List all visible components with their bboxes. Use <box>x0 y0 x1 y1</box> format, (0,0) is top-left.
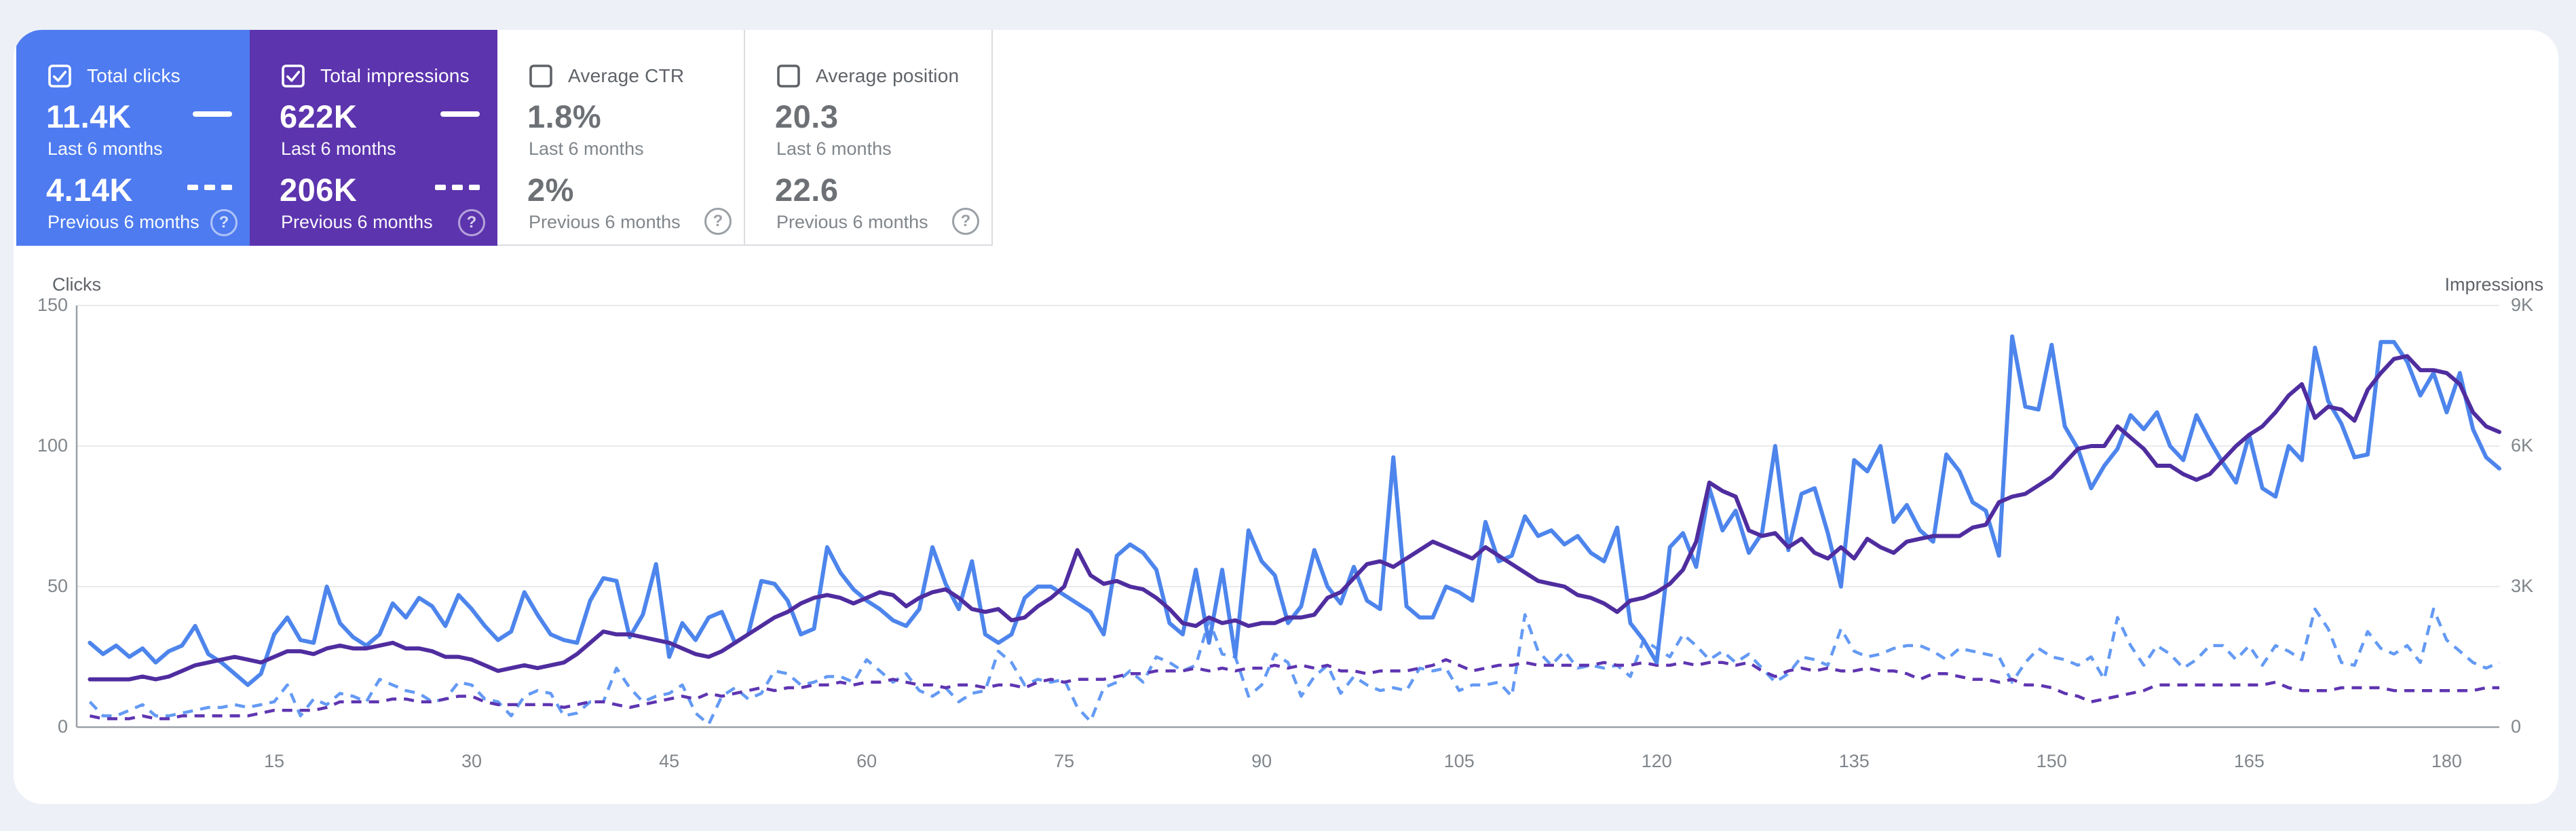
card-label: Average CTR <box>568 65 685 86</box>
series-impressions-previous <box>89 658 2499 720</box>
metric-card-total-clicks[interactable]: Total clicks 11.4K Last 6 months 4.14K P… <box>16 30 250 246</box>
dashed-line-legend-icon <box>435 185 480 190</box>
left-axis-title: Clicks <box>52 274 101 295</box>
help-icon[interactable]: ? <box>210 209 238 236</box>
metric-value-current: 622K <box>280 98 358 134</box>
x-tick: 45 <box>659 751 680 771</box>
x-tick: 105 <box>1443 751 1475 771</box>
metric-value-current: 11.4K <box>46 98 132 134</box>
y-left-tick: 100 <box>37 435 68 456</box>
series-impressions-current <box>88 354 2501 682</box>
x-tick: 60 <box>856 751 877 771</box>
y-left-tick: 150 <box>37 295 68 315</box>
card-label: Total clicks <box>87 65 181 86</box>
y-right-tick: 3K <box>2511 576 2534 596</box>
metric-value-previous: 206K <box>280 172 358 208</box>
unchecked-checkbox-icon[interactable] <box>529 64 553 88</box>
card-head: Average position <box>776 64 959 88</box>
solid-line-legend-icon <box>193 111 232 117</box>
metric-caption-current: Last 6 months <box>529 138 644 159</box>
dashed-line-legend-icon <box>187 185 232 190</box>
metric-caption-current: Last 6 months <box>48 138 163 159</box>
metric-value-previous: 4.14K <box>46 172 133 208</box>
checked-checkbox-icon[interactable] <box>281 64 305 88</box>
checked-checkbox-icon[interactable] <box>48 64 72 88</box>
x-tick: 165 <box>2233 751 2265 771</box>
metric-caption-previous: Previous 6 months <box>48 212 200 232</box>
y-right-tick: 6K <box>2511 435 2534 456</box>
metric-value-current: 1.8% <box>527 98 602 134</box>
card-head: Total impressions <box>281 64 470 88</box>
metric-card-total-impressions[interactable]: Total impressions 622K Last 6 months 206… <box>250 30 497 246</box>
metric-caption-previous: Previous 6 months <box>529 212 681 232</box>
y-left-tick: 0 <box>57 716 68 737</box>
help-icon[interactable]: ? <box>952 208 979 235</box>
series-clicks-previous <box>88 607 2500 726</box>
metric-caption-current: Last 6 months <box>281 138 396 159</box>
unchecked-checkbox-icon[interactable] <box>776 64 801 88</box>
x-tick: 120 <box>1641 751 1672 771</box>
x-tick: 90 <box>1251 751 1272 771</box>
y-left-tick: 50 <box>47 576 68 596</box>
metric-caption-previous: Previous 6 months <box>776 212 928 232</box>
metric-caption-current: Last 6 months <box>776 138 892 159</box>
x-tick: 75 <box>1054 751 1075 771</box>
metric-value-previous: 2% <box>527 172 574 208</box>
x-tick: 135 <box>1838 751 1870 771</box>
metric-card-average-position[interactable]: Average position 20.3 Last 6 months 22.6… <box>745 30 993 246</box>
x-tick: 150 <box>2036 751 2067 771</box>
metric-value-current: 20.3 <box>775 98 839 134</box>
card-label: Average position <box>816 65 960 86</box>
series-clicks-current <box>88 334 2501 687</box>
help-icon[interactable]: ? <box>704 208 732 235</box>
metric-value-previous: 22.6 <box>775 172 839 208</box>
metric-cards-row: Total clicks 11.4K Last 6 months 4.14K P… <box>16 30 993 246</box>
metric-caption-previous: Previous 6 months <box>281 212 433 232</box>
y-right-tick: 9K <box>2511 295 2534 315</box>
x-tick: 180 <box>2431 751 2462 771</box>
card-head: Average CTR <box>529 64 684 88</box>
metric-card-average-ctr[interactable]: Average CTR 1.8% Last 6 months 2% Previo… <box>497 30 745 246</box>
solid-line-legend-icon <box>440 111 480 117</box>
card-head: Total clicks <box>48 64 181 88</box>
help-icon[interactable]: ? <box>458 209 485 236</box>
y-right-tick: 0 <box>2511 716 2522 737</box>
card-label: Total impressions <box>320 65 470 86</box>
x-tick: 30 <box>461 751 482 771</box>
x-tick: 15 <box>264 751 285 771</box>
right-axis-title: Impressions <box>2444 274 2543 295</box>
